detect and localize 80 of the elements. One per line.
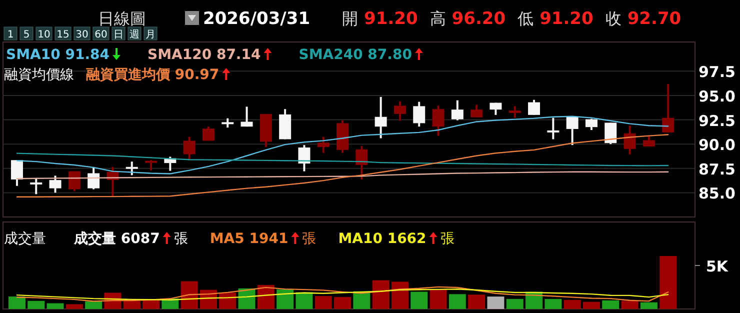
text: 日線圖	[98, 9, 146, 28]
candlestick	[183, 136, 196, 162]
text: SMA240 87.80	[298, 47, 412, 63]
bar	[468, 294, 486, 309]
candlestick	[413, 100, 426, 128]
text: 融資買進均價 90.97	[86, 67, 220, 83]
bar	[296, 292, 313, 309]
candlestick	[604, 122, 617, 146]
candlestick	[432, 104, 444, 137]
y-tick-label: 87.5	[698, 160, 736, 178]
candlestick	[374, 96, 387, 140]
annotation: 張	[174, 231, 188, 247]
text: MA10 1662	[338, 231, 426, 247]
y-tick-label: 5K	[706, 258, 730, 276]
candlestick	[126, 160, 138, 176]
y-tick-label: 95.0	[698, 87, 736, 106]
bar	[660, 256, 677, 309]
candlestick	[222, 117, 234, 129]
text: SMA10 91.84	[6, 47, 110, 63]
bar	[506, 298, 524, 309]
candlestick	[624, 124, 636, 156]
candlestick	[356, 145, 368, 181]
bar	[544, 298, 562, 309]
bar	[564, 300, 581, 309]
bar	[602, 300, 620, 309]
candlestick	[317, 136, 330, 154]
candlestick	[508, 105, 521, 119]
candlestick	[394, 100, 406, 122]
bar	[85, 301, 102, 309]
bar	[621, 300, 638, 309]
text: 張	[440, 231, 454, 247]
bar	[582, 302, 600, 309]
candlestick	[566, 116, 578, 146]
text: MA5 1941	[210, 231, 288, 247]
bar	[180, 281, 198, 309]
bar	[314, 296, 332, 309]
candlestick	[662, 82, 674, 134]
candlestick	[298, 144, 310, 172]
bar	[487, 296, 504, 309]
bar	[640, 302, 658, 309]
candlestick	[585, 118, 598, 131]
y-tick-label: 90.0	[698, 136, 736, 154]
candlestick	[145, 159, 158, 172]
line-series	[16, 134, 669, 198]
candlestick	[202, 126, 214, 142]
bar	[276, 289, 294, 309]
text: SMA120 87.14	[148, 47, 261, 63]
bar	[28, 300, 45, 309]
annotation: 融資均價線	[4, 67, 74, 83]
bar	[66, 304, 83, 309]
text: 張	[302, 231, 316, 247]
text: 2026/03/31	[203, 9, 310, 29]
candlestick	[49, 174, 62, 194]
y-tick-label: 97.5	[698, 63, 736, 82]
candlestick	[10, 159, 23, 187]
bar	[257, 285, 274, 309]
y-tick-label: 85.0	[698, 184, 736, 203]
bar	[8, 296, 26, 309]
y-tick-label: 92.5	[698, 112, 736, 130]
candlestick	[547, 116, 560, 140]
annotation: 成交量	[4, 231, 46, 247]
bar	[410, 292, 428, 309]
candlestick	[528, 98, 540, 116]
bar	[334, 297, 352, 309]
candlestick	[30, 178, 42, 196]
bar	[448, 294, 466, 309]
bar	[142, 300, 160, 309]
candlestick	[490, 102, 502, 116]
candlestick	[470, 104, 483, 118]
text: 成交量 6087	[73, 230, 160, 247]
bar	[430, 290, 447, 309]
candlestick	[240, 106, 253, 128]
candlestick	[451, 99, 464, 122]
bar	[391, 282, 408, 309]
candlestick	[88, 166, 100, 190]
bar	[46, 303, 64, 309]
text: 1 5 10 15 30 60 日 週 月	[7, 30, 156, 40]
text: 開 91.20 高 96.20 低 91.20 收 92.70	[342, 9, 682, 29]
bar	[123, 300, 140, 309]
bar	[372, 280, 390, 309]
